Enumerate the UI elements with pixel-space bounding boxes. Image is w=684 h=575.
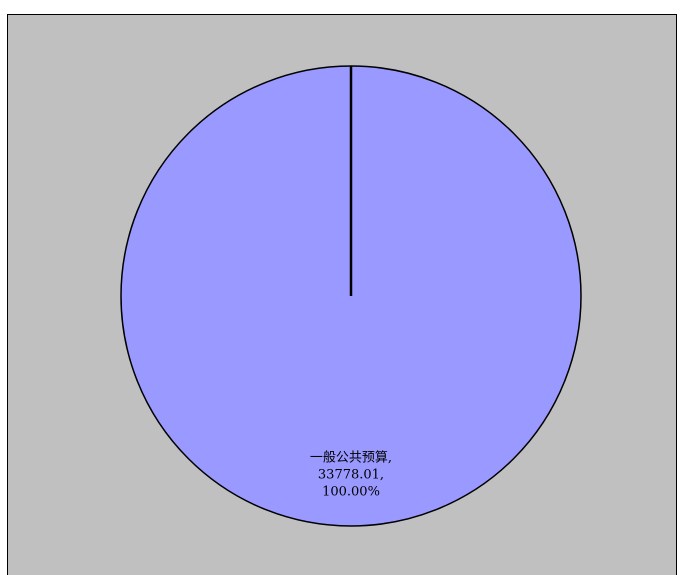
pie-slices	[120, 65, 582, 527]
pie-chart-plot: 一般公共预算, 33778.01, 100.00%	[8, 15, 676, 575]
pie-label-percent: 100.00%	[322, 485, 380, 500]
pie-chart: 一般公共预算, 33778.01, 100.00%	[7, 14, 677, 575]
pie-label-name: 一般公共预算,	[310, 450, 392, 466]
pie-data-labels: 一般公共预算, 33778.01, 100.00%	[310, 450, 392, 500]
pie-label-value: 33778.01,	[318, 468, 384, 483]
